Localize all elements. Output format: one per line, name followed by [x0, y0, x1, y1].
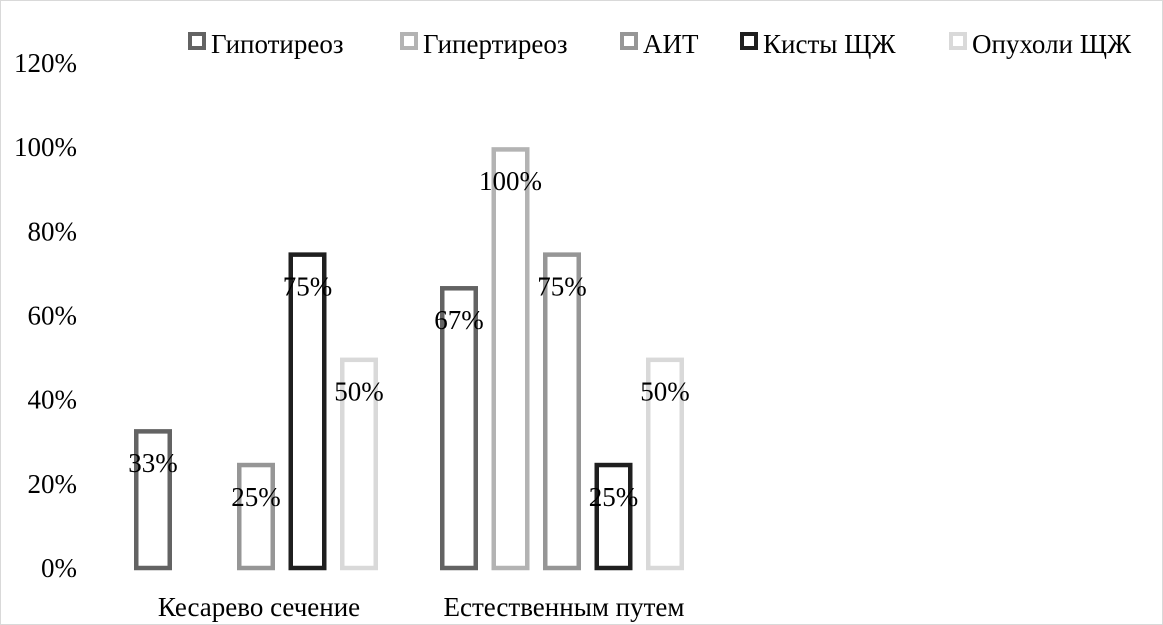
- y-axis-ticks: 0% 20% 40% 60% 80% 100% 120%: [14, 48, 77, 583]
- legend-swatch: [400, 32, 418, 50]
- data-label-гипотиреоз-2: 67%: [434, 305, 484, 335]
- bar-гипотиреоз-1: [134, 429, 172, 571]
- legend-item-аит: АИТ: [620, 29, 699, 59]
- data-label-гипотиреоз-1: 33%: [128, 448, 178, 478]
- legend-swatch: [620, 32, 638, 50]
- legend: Гипотиреоз Гипертиреоз АИТ Кисты ЩЖ Опухоли …: [188, 29, 1132, 59]
- x-axis-categories: Кесарево сечение Естественным путем: [158, 592, 685, 622]
- bar-опухоли-щж-2: [646, 357, 684, 571]
- bar-гипотиреоз-2: [440, 286, 478, 571]
- y-tick-label: 120%: [14, 48, 77, 78]
- legend-item-кисты-щж: Кисты ЩЖ: [740, 29, 896, 59]
- data-label-кисты-щж-2: 25%: [589, 482, 639, 512]
- y-tick-label: 20%: [28, 469, 78, 499]
- data-label-аит-1: 25%: [231, 482, 281, 512]
- data-label-опухоли-щж-1: 50%: [334, 377, 384, 407]
- bar-аит-2: [543, 252, 581, 571]
- legend-item-гипотиреоз: Гипотиреоз: [188, 29, 344, 59]
- bar-аит-1: [237, 462, 275, 571]
- legend-label: Гипотиреоз: [211, 29, 344, 59]
- y-tick-label: 100%: [14, 132, 77, 162]
- bar-кисты-щж-1: [288, 252, 327, 571]
- legend-swatch: [188, 32, 206, 50]
- legend-label: АИТ: [643, 29, 699, 59]
- y-tick-label: 0%: [41, 553, 77, 583]
- legend-label: Опухоли ЩЖ: [972, 29, 1132, 59]
- bar-кисты-щж-2: [594, 462, 633, 571]
- category-label: Кесарево сечение: [158, 592, 360, 622]
- bar-опухоли-щж-1: [340, 357, 378, 571]
- legend-item-опухоли-щж: Опухоли ЩЖ: [949, 29, 1132, 59]
- data-labels: 33% 25% 75% 50% 67% 100% 75% 25% 50%: [128, 166, 690, 512]
- bar-гипертиреоз-2: [491, 147, 530, 571]
- legend-item-гипертиреоз: Гипертиреоз: [400, 29, 568, 59]
- data-label-аит-2: 75%: [537, 271, 587, 301]
- legend-label: Кисты ЩЖ: [763, 29, 896, 59]
- data-label-кисты-щж-1: 75%: [283, 271, 333, 301]
- data-label-опухоли-щж-2: 50%: [640, 377, 690, 407]
- legend-swatch: [949, 32, 967, 50]
- legend-label: Гипертиреоз: [423, 29, 568, 59]
- y-tick-label: 40%: [28, 385, 78, 415]
- legend-swatch: [740, 32, 758, 50]
- y-tick-label: 80%: [28, 216, 78, 246]
- y-tick-label: 60%: [28, 301, 78, 331]
- data-label-гипертиреоз-2: 100%: [479, 166, 542, 196]
- category-label: Естественным путем: [444, 592, 685, 622]
- bars: [134, 147, 684, 571]
